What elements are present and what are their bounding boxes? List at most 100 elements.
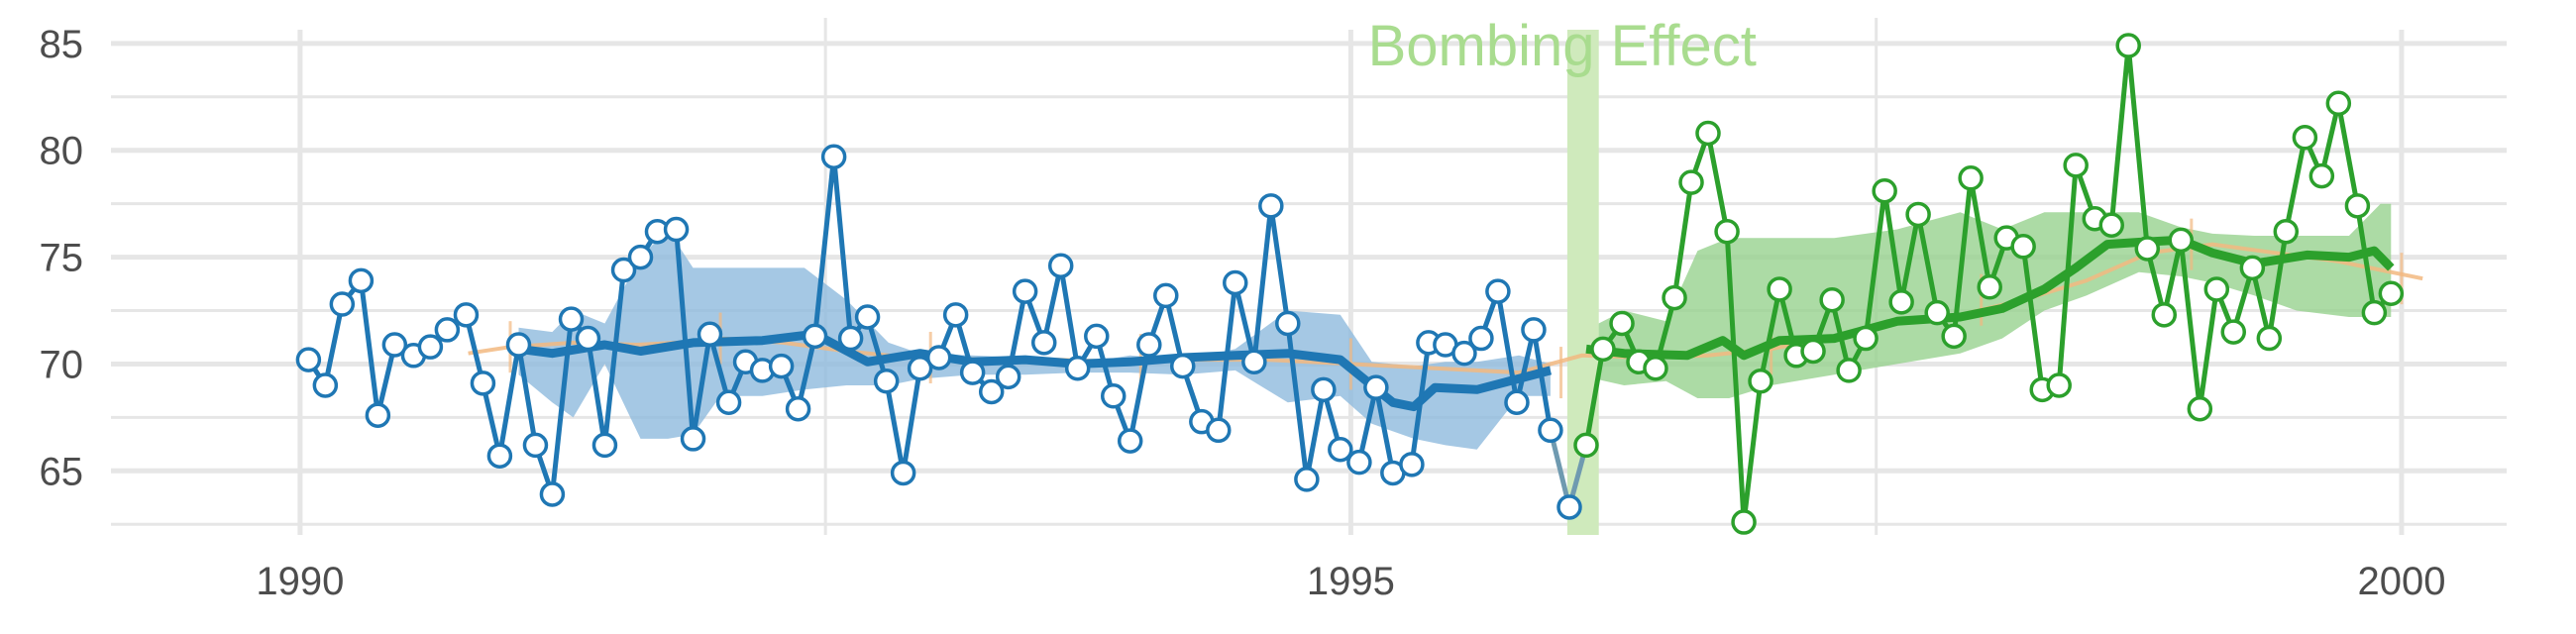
before-data-point bbox=[627, 244, 654, 270]
after-data-point bbox=[1836, 358, 1862, 383]
tick-labels: 65 70 75 80 85 1990 1995 2000 bbox=[40, 23, 2446, 603]
before-data-point bbox=[907, 356, 933, 381]
event-annotation-label: Bombing Effect bbox=[1368, 14, 1757, 78]
before-data-point bbox=[1012, 278, 1038, 304]
after-data-point bbox=[2292, 125, 2318, 151]
before-data-point bbox=[295, 347, 322, 372]
after-data-point bbox=[1767, 276, 1792, 302]
before-data-point bbox=[1084, 323, 1110, 350]
before-data-point bbox=[1275, 310, 1301, 337]
before-data-point bbox=[959, 360, 986, 385]
before-data-point bbox=[1346, 449, 1372, 476]
before-data-point bbox=[1136, 332, 1162, 358]
before-data-point bbox=[1223, 269, 1248, 296]
before-data-point bbox=[663, 216, 690, 243]
after-data-point bbox=[1924, 299, 1950, 326]
after-data-point bbox=[1678, 169, 1704, 195]
before-data-point bbox=[942, 302, 969, 328]
before-data-point bbox=[820, 144, 847, 169]
after-data-point bbox=[1905, 201, 1931, 228]
before-data-point bbox=[453, 302, 480, 328]
marker-layer bbox=[295, 33, 2405, 535]
before-data-point bbox=[1117, 428, 1143, 454]
after-data-point bbox=[2220, 319, 2247, 345]
y-tick-label: 70 bbox=[40, 343, 84, 386]
before-data-point bbox=[1538, 417, 1563, 444]
before-data-point bbox=[348, 267, 375, 294]
before-data-point bbox=[925, 345, 952, 370]
before-data-point bbox=[505, 332, 532, 358]
before-data-point bbox=[365, 402, 391, 428]
after-data-point bbox=[2308, 162, 2335, 189]
before-data-point bbox=[470, 370, 496, 396]
after-data-point bbox=[1800, 338, 1826, 365]
after-data-point bbox=[2115, 33, 2141, 58]
before-data-point bbox=[1030, 330, 1057, 356]
after-data-point bbox=[2239, 255, 2266, 281]
after-data-point bbox=[1731, 509, 1757, 535]
before-data-point bbox=[558, 306, 585, 332]
before-data-point bbox=[680, 426, 706, 452]
before-data-point bbox=[486, 443, 513, 469]
after-data-point bbox=[1819, 286, 1845, 313]
before-data-point bbox=[1241, 349, 1267, 375]
after-data-point bbox=[1609, 310, 1635, 337]
before-data-point bbox=[854, 304, 881, 330]
before-data-point bbox=[1485, 278, 1511, 304]
after-data-point bbox=[1662, 284, 1687, 311]
before-confidence-band bbox=[518, 229, 1551, 450]
after-data-point bbox=[2256, 325, 2283, 352]
before-data-point bbox=[873, 368, 900, 394]
after-data-point bbox=[1573, 432, 1599, 459]
y-tick-label: 65 bbox=[40, 450, 84, 493]
before-data-point bbox=[1294, 467, 1320, 492]
after-data-point bbox=[1714, 218, 1740, 245]
before-data-point bbox=[1521, 317, 1547, 343]
before-data-point bbox=[1399, 452, 1425, 477]
after-data-point bbox=[2134, 236, 2161, 262]
before-data-point bbox=[1258, 193, 1284, 219]
after-data-point bbox=[1872, 177, 1897, 204]
before-data-point bbox=[434, 317, 461, 343]
before-data-point bbox=[1169, 353, 1196, 379]
x-tick-label: 1995 bbox=[1307, 560, 1395, 603]
before-data-point bbox=[837, 325, 864, 352]
after-data-point bbox=[2151, 302, 2178, 328]
before-data-point bbox=[785, 395, 811, 422]
x-tick-label: 2000 bbox=[2357, 560, 2445, 603]
after-data-point bbox=[1888, 289, 1914, 315]
after-data-point bbox=[2098, 212, 2124, 238]
before-data-point bbox=[1311, 376, 1337, 403]
x-tick-label: 1990 bbox=[256, 560, 344, 603]
after-data-point bbox=[1748, 368, 1773, 394]
minor-gridlines bbox=[111, 18, 2507, 535]
y-tick-label: 85 bbox=[40, 23, 84, 66]
before-data-point bbox=[312, 372, 339, 398]
after-data-point bbox=[2378, 280, 2405, 307]
before-data-point bbox=[1468, 325, 1494, 352]
before-data-point bbox=[697, 321, 723, 347]
after-data-point bbox=[1853, 325, 1878, 352]
after-data-point bbox=[2046, 372, 2072, 398]
after-data-point bbox=[2203, 276, 2230, 302]
before-data-point bbox=[575, 325, 601, 352]
before-data-point bbox=[417, 334, 444, 360]
after-data-point bbox=[1590, 336, 1616, 363]
before-data-point bbox=[1363, 374, 1389, 400]
y-tick-label: 75 bbox=[40, 237, 84, 280]
before-data-point bbox=[1328, 436, 1353, 463]
before-data-point bbox=[1047, 253, 1074, 278]
after-data-point bbox=[2168, 227, 2194, 254]
before-rolling-mean-line bbox=[517, 329, 1553, 412]
before-data-point bbox=[1206, 417, 1232, 444]
after-confidence-band bbox=[1586, 203, 2392, 398]
before-data-point bbox=[1451, 340, 1477, 367]
after-data-point bbox=[2325, 90, 2352, 117]
after-data-point bbox=[1958, 165, 1984, 191]
before-data-point bbox=[539, 481, 566, 507]
before-data-point bbox=[591, 432, 618, 459]
after-data-point bbox=[1643, 356, 1668, 381]
after-data-point bbox=[2063, 153, 2089, 178]
after-data-point bbox=[1941, 323, 1967, 350]
before-data-point bbox=[329, 291, 356, 317]
